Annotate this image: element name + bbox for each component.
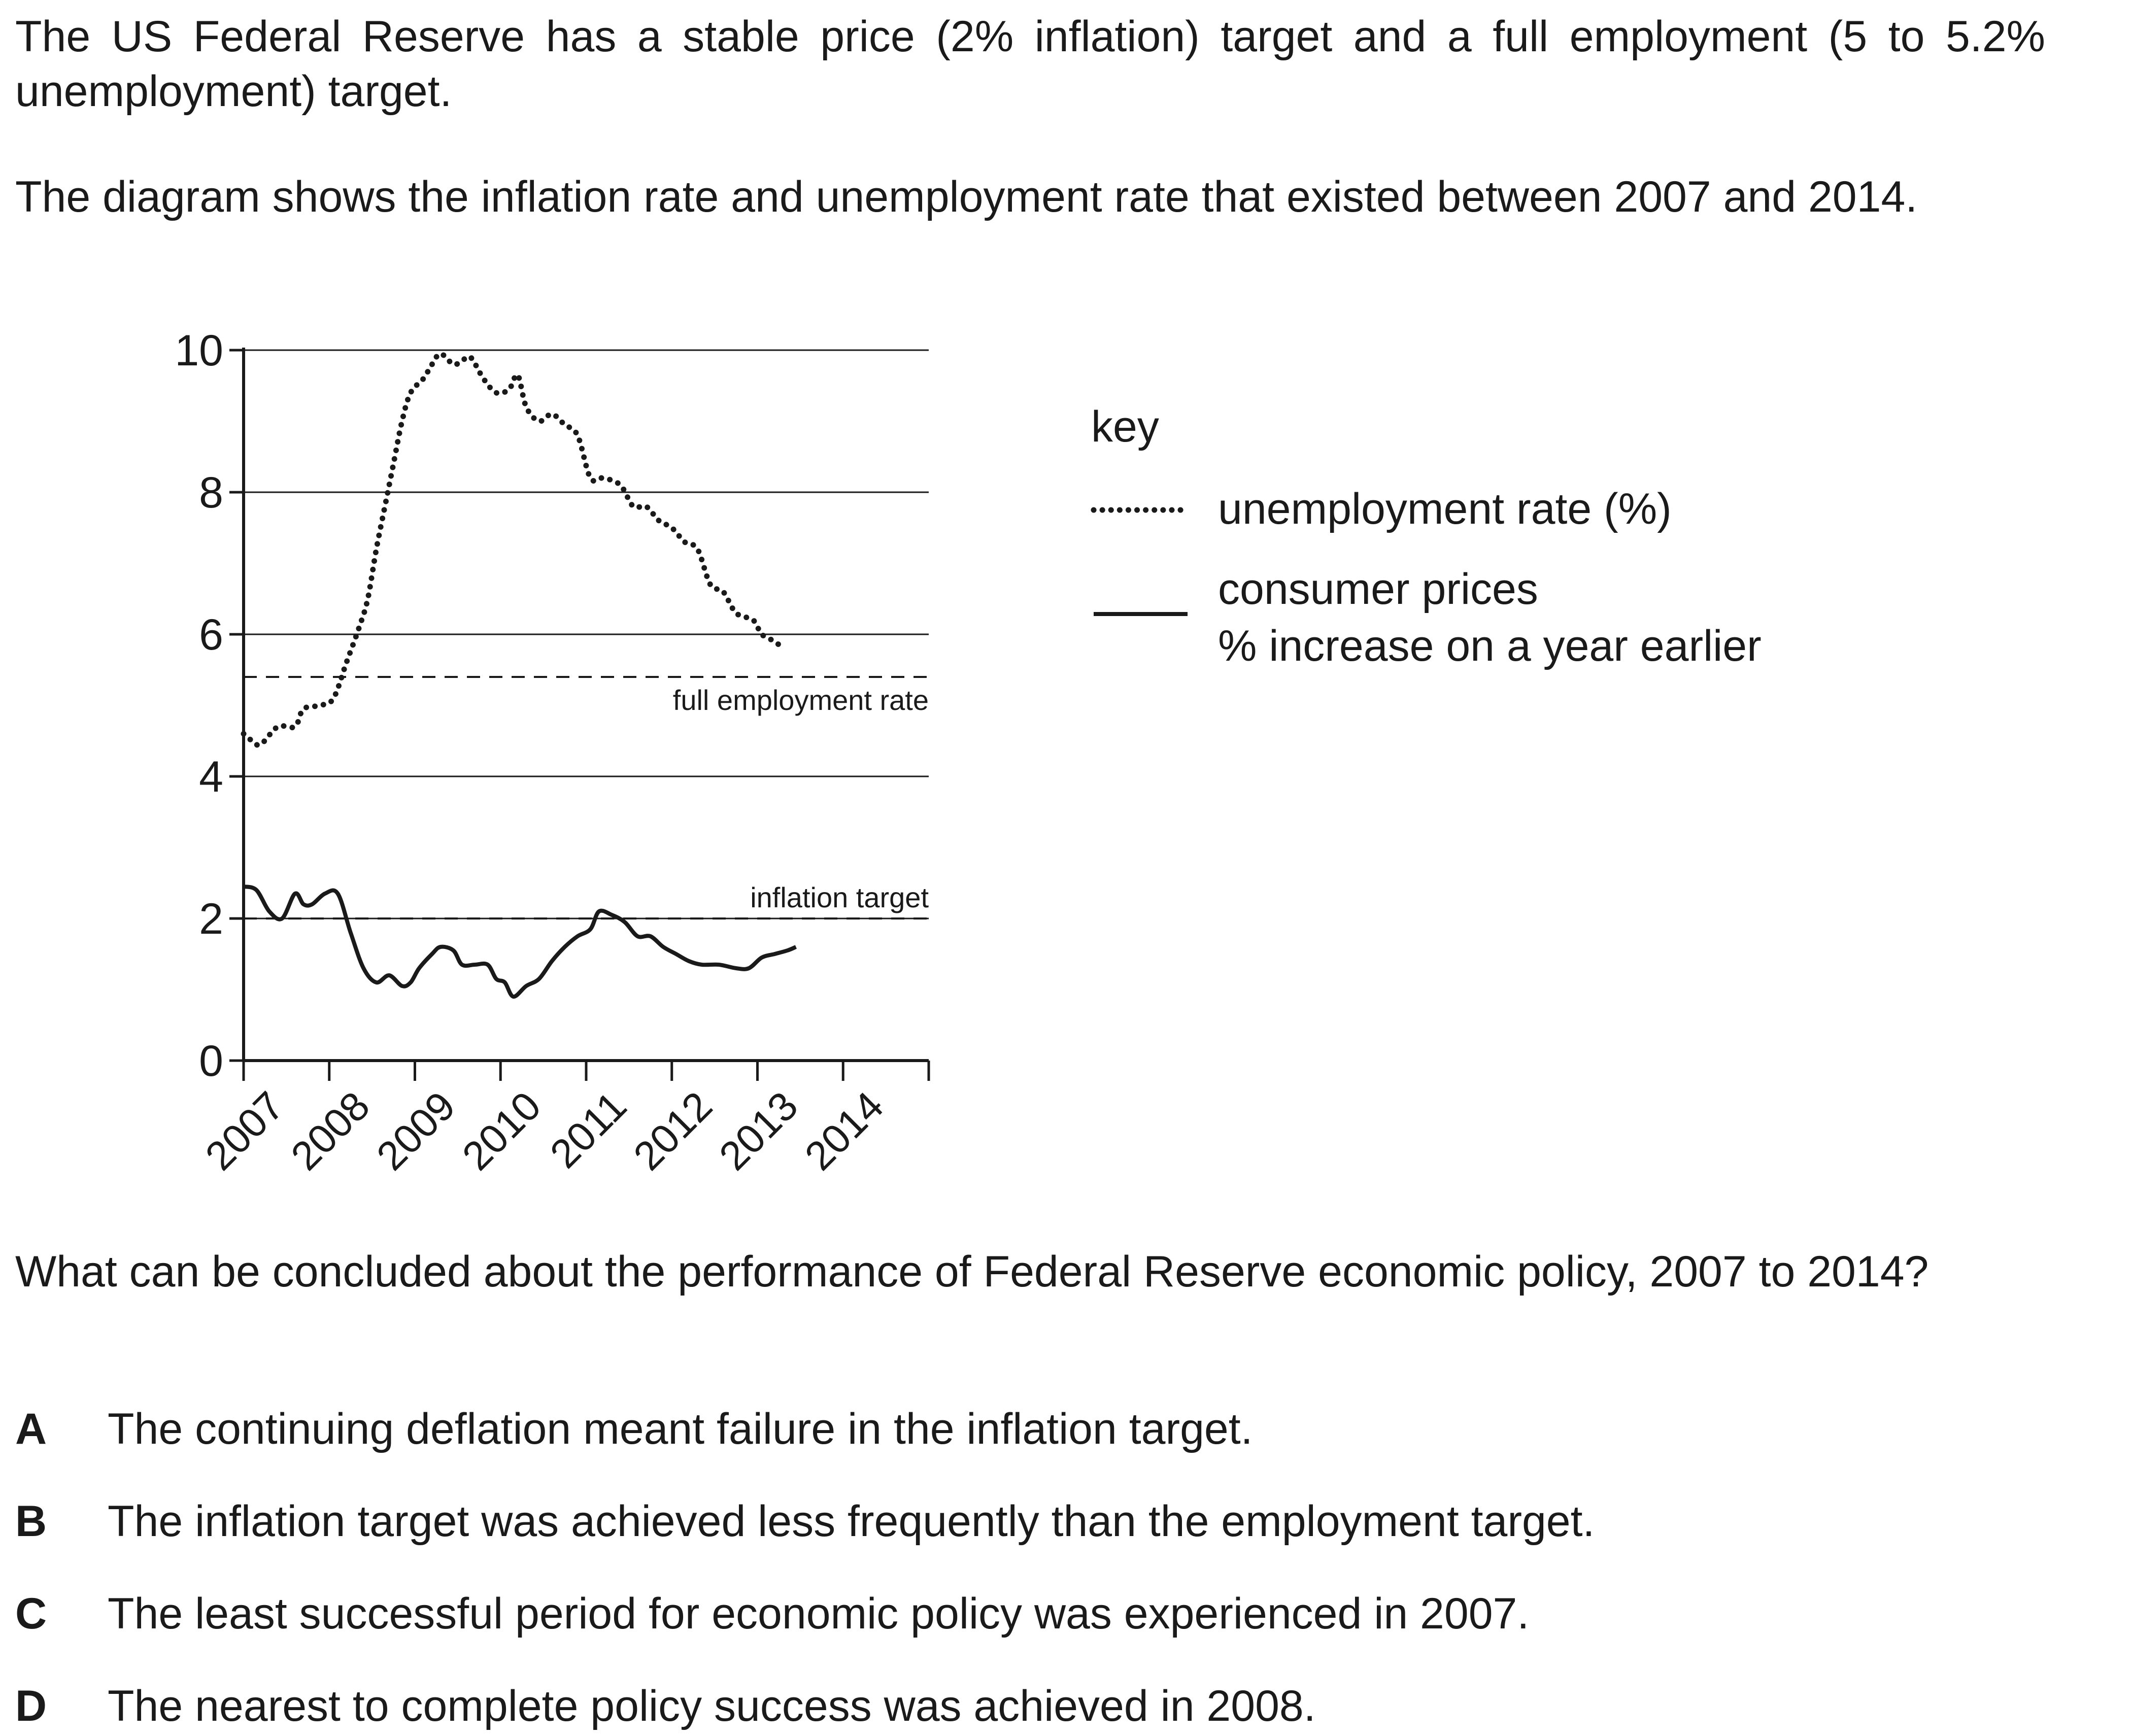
legend-label-unemployment: unemployment rate (%) — [1218, 485, 1672, 533]
option-c-letter: C — [15, 1589, 47, 1638]
chart: full employment rate inflation target 0 2 4… — [175, 326, 1762, 1179]
option-d-letter: D — [15, 1682, 47, 1730]
x-tick-label-2012: 2012 — [625, 1083, 721, 1179]
legend: key unemployment rate (%) consumer prices%… — [1091, 402, 1762, 670]
x-tick-label-2011: 2011 — [542, 1083, 635, 1177]
legend-title: key — [1091, 402, 1159, 451]
intro-paragraph-2: The diagram shows the inflation rate and… — [15, 173, 1918, 221]
y-tick-label-8: 8 — [199, 468, 223, 517]
unemployment-series-line — [241, 351, 786, 748]
legend-label-prices-line2: % increase on a year earlier — [1218, 622, 1762, 670]
option-d-text: The nearest to complete policy success w… — [108, 1682, 1316, 1730]
option-c-text: The least successful period for economic… — [108, 1589, 1530, 1638]
series — [241, 351, 797, 999]
y-tick-label-10: 10 — [175, 326, 223, 375]
option-a-letter: A — [15, 1405, 47, 1453]
x-tick-label-2009: 2009 — [368, 1083, 464, 1179]
x-tick-label-2014: 2014 — [796, 1083, 892, 1179]
y-tick-label-4: 4 — [199, 753, 223, 801]
x-tick-label-2007: 2007 — [197, 1083, 293, 1179]
x-tick-label-2013: 2013 — [710, 1083, 806, 1179]
option-b-text: The inflation target was achieved less f… — [108, 1497, 1595, 1546]
x-tick-label-2010: 2010 — [454, 1083, 550, 1179]
gridlines — [244, 349, 929, 920]
x-tick-label-2008: 2008 — [282, 1083, 378, 1179]
question-text: What can be concluded about the performa… — [15, 1247, 1929, 1296]
y-tick-label-6: 6 — [199, 610, 223, 659]
y-tick-label-2: 2 — [199, 895, 223, 943]
reference-label-1: inflation target — [750, 881, 929, 913]
reference-lines: full employment rate inflation target — [244, 676, 929, 920]
reference-label-0: full employment rate — [673, 684, 929, 716]
option-b-letter: B — [15, 1497, 47, 1546]
y-tick-label-0: 0 — [199, 1037, 223, 1085]
intro-paragraph-1: The US Federal Reserve has a stable pric… — [15, 12, 2045, 116]
inflation-series-line — [243, 884, 797, 999]
option-a-text: The continuing deflation meant failure i… — [108, 1405, 1253, 1453]
legend-label-prices-line1: consumer prices — [1218, 565, 1538, 614]
